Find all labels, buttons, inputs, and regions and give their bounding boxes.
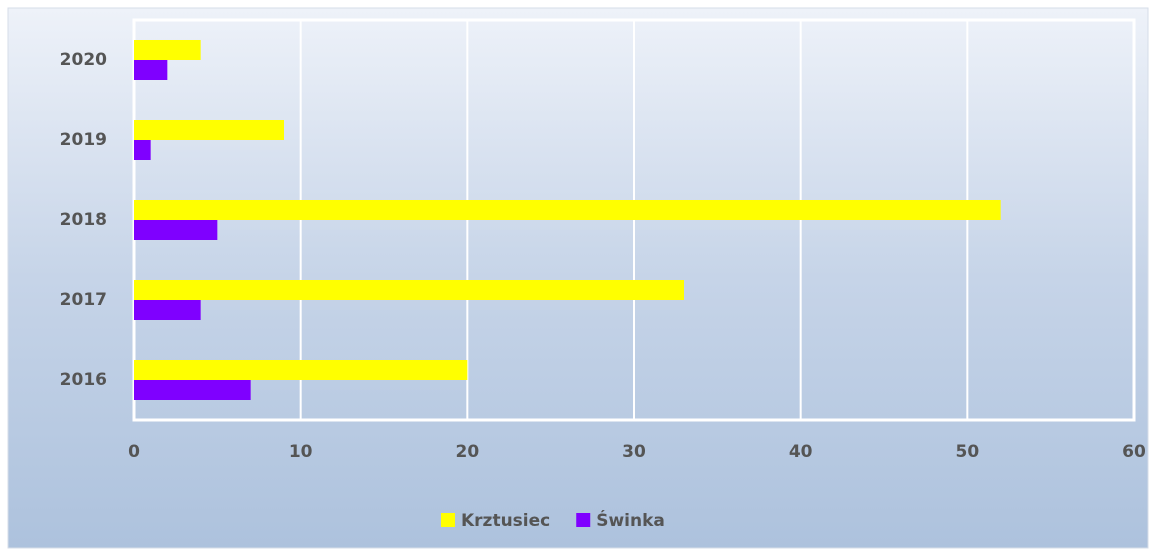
y-tick-label: 2016	[60, 370, 107, 390]
x-tick-label: 30	[622, 442, 646, 462]
y-tick-label: 2020	[60, 50, 107, 70]
bar	[134, 120, 284, 140]
bar	[134, 360, 468, 380]
legend-label: Świnka	[596, 509, 665, 531]
bar	[134, 300, 201, 320]
bar	[134, 60, 168, 80]
bar	[134, 220, 218, 240]
legend-swatch	[576, 513, 591, 527]
bar	[134, 40, 201, 60]
x-tick-label: 20	[455, 442, 479, 462]
y-tick-label: 2017	[60, 290, 107, 310]
bar	[134, 140, 151, 160]
x-tick-label: 0	[128, 442, 140, 462]
x-tick-label: 10	[289, 442, 313, 462]
x-tick-label: 40	[789, 442, 813, 462]
legend-swatch	[441, 513, 455, 527]
x-tick-label: 50	[955, 442, 979, 462]
y-tick-label: 2018	[60, 210, 107, 230]
legend-label: Krztusiec	[461, 511, 550, 531]
y-tick-label: 2019	[60, 130, 107, 150]
x-tick-label: 60	[1122, 442, 1146, 462]
bar	[134, 380, 251, 400]
bar	[134, 200, 1001, 220]
bar	[134, 280, 684, 300]
chart-background	[7, 7, 1149, 549]
